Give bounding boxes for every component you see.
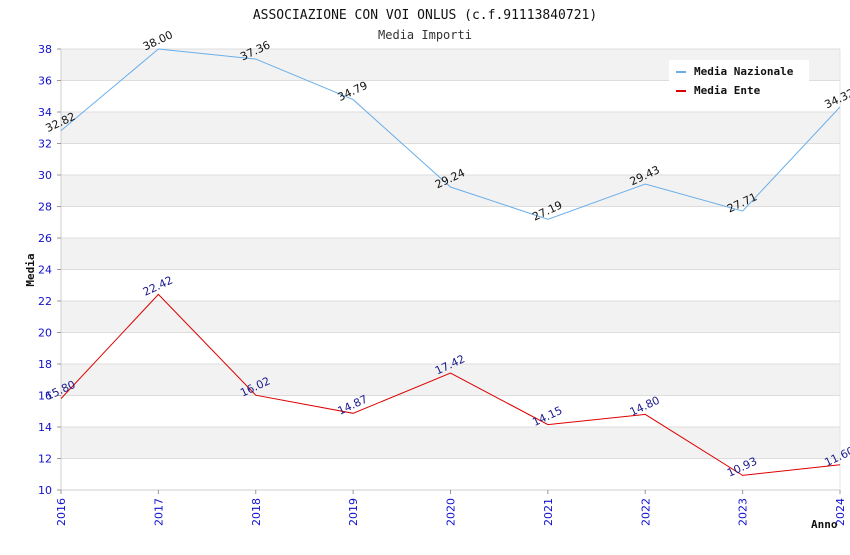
grid-band xyxy=(61,238,840,270)
x-axis-label: Anno xyxy=(811,518,838,531)
y-tick-label: 22 xyxy=(38,295,52,308)
y-tick-label: 14 xyxy=(38,421,52,434)
data-label-media-nazionale-2019: 34.79 xyxy=(336,79,370,104)
x-tick-label-2018: 2018 xyxy=(250,498,263,526)
y-axis-ticks: 10 12 14 16 18 20 22 24 26 28 30 32 34 36 38 xyxy=(38,43,61,497)
x-tick-label-2022: 2022 xyxy=(639,498,652,526)
x-tick-label-2019: 2019 xyxy=(347,498,360,526)
y-tick-label: 34 xyxy=(38,106,52,119)
y-tick-label: 30 xyxy=(38,169,52,182)
data-label-media-ente-2022: 14.80 xyxy=(628,394,662,419)
data-label-media-nazionale-2024: 34.32 xyxy=(822,86,850,111)
x-tick-label-2020: 2020 xyxy=(445,498,458,526)
y-tick-label: 20 xyxy=(38,327,52,340)
grid-band xyxy=(61,175,840,207)
x-tick-label-2017: 2017 xyxy=(152,498,165,526)
legend-box xyxy=(669,60,809,100)
series-lines xyxy=(60,48,841,476)
chart-title: ASSOCIAZIONE CON VOI ONLUS (c.f.91113840… xyxy=(253,8,597,23)
y-tick-label: 10 xyxy=(38,484,52,497)
y-tick-label: 36 xyxy=(38,75,52,88)
y-tick-label: 12 xyxy=(38,453,52,466)
y-tick-label: 16 xyxy=(38,390,52,403)
y-tick-label: 18 xyxy=(38,358,52,371)
grid-band xyxy=(61,301,840,333)
x-axis-ticks: 2016 2017 2018 2019 2020 2021 2022 2023 2024 xyxy=(55,490,847,526)
series-line-media-ente xyxy=(60,293,841,476)
grid-band xyxy=(61,112,840,144)
y-tick-label: 38 xyxy=(38,43,52,56)
y-axis-label: Media xyxy=(24,253,37,286)
legend: Media Nazionale Media Ente xyxy=(669,60,809,100)
legend-label-media-nazionale: Media Nazionale xyxy=(694,65,794,78)
chart-subtitle: Media Importi xyxy=(378,28,472,42)
x-tick-label-2016: 2016 xyxy=(55,498,68,526)
grid-band xyxy=(61,364,840,396)
y-tick-label: 28 xyxy=(38,201,52,214)
grid-bands xyxy=(61,49,840,459)
y-tick-label: 26 xyxy=(38,232,52,245)
data-label-media-ente-2021: 14.15 xyxy=(530,404,564,429)
legend-label-media-ente: Media Ente xyxy=(694,84,761,97)
x-tick-label-2021: 2021 xyxy=(542,498,555,526)
y-tick-label: 32 xyxy=(38,138,52,151)
data-label-media-ente-2019: 14.87 xyxy=(336,393,370,418)
x-tick-label-2023: 2023 xyxy=(737,498,750,526)
grid-band xyxy=(61,427,840,459)
y-tick-label: 24 xyxy=(38,264,52,277)
series-line-media-nazionale xyxy=(60,48,841,220)
x-tick-label-2024: 2024 xyxy=(834,498,847,526)
